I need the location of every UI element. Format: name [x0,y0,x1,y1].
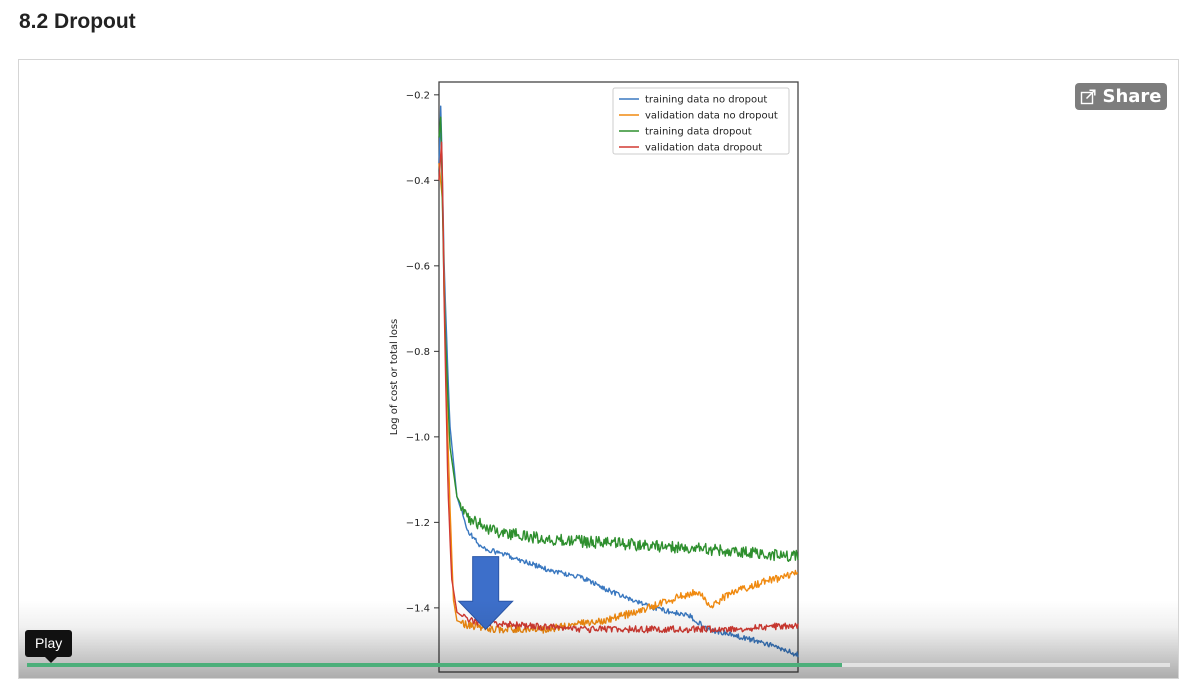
y-tick-label: −0.4 [406,176,430,187]
legend-label: training data no dropout [645,95,767,106]
y-tick-label: −0.6 [406,261,430,272]
down-arrow-annotation [457,556,514,630]
series-lines [438,105,799,658]
y-tick-label: −1.0 [406,432,430,443]
y-axis-label: Log of cost or total loss [389,319,400,436]
legend-label: validation data dropout [645,143,762,154]
y-tick-label: −1.2 [406,518,430,529]
chart-legend: training data no dropout validation data … [612,87,790,155]
progress-fill [27,663,842,667]
share-button[interactable]: Share [1075,83,1167,110]
y-axis-ticks: −0.2 −0.4 −0.6 −0.8 −1.0 −1.2 −1.4 [406,90,439,614]
loss-chart: −0.2 −0.4 −0.6 −0.8 −1.0 −1.2 −1.4 Log of cost… [389,81,799,673]
page-title: 8.2 Dropout [19,10,136,33]
y-tick-label: −1.4 [406,603,430,614]
down-arrow-shape [457,556,514,630]
series-line-0 [438,105,799,658]
legend-box [612,87,790,155]
legend-label: validation data no dropout [645,111,778,122]
legend-label: training data dropout [645,127,752,138]
y-tick-label: −0.2 [406,90,430,101]
series-line-3 [438,141,799,634]
share-label: Share [1102,86,1162,107]
y-tick-label: −0.8 [406,347,430,358]
play-tooltip: Play [25,630,73,663]
series-line-2 [438,116,799,562]
share-icon [1081,89,1097,105]
progress-bar[interactable] [27,663,1170,667]
video-player[interactable]: −0.2 −0.4 −0.6 −0.8 −1.0 −1.2 −1.4 Log of cost… [18,59,1179,679]
